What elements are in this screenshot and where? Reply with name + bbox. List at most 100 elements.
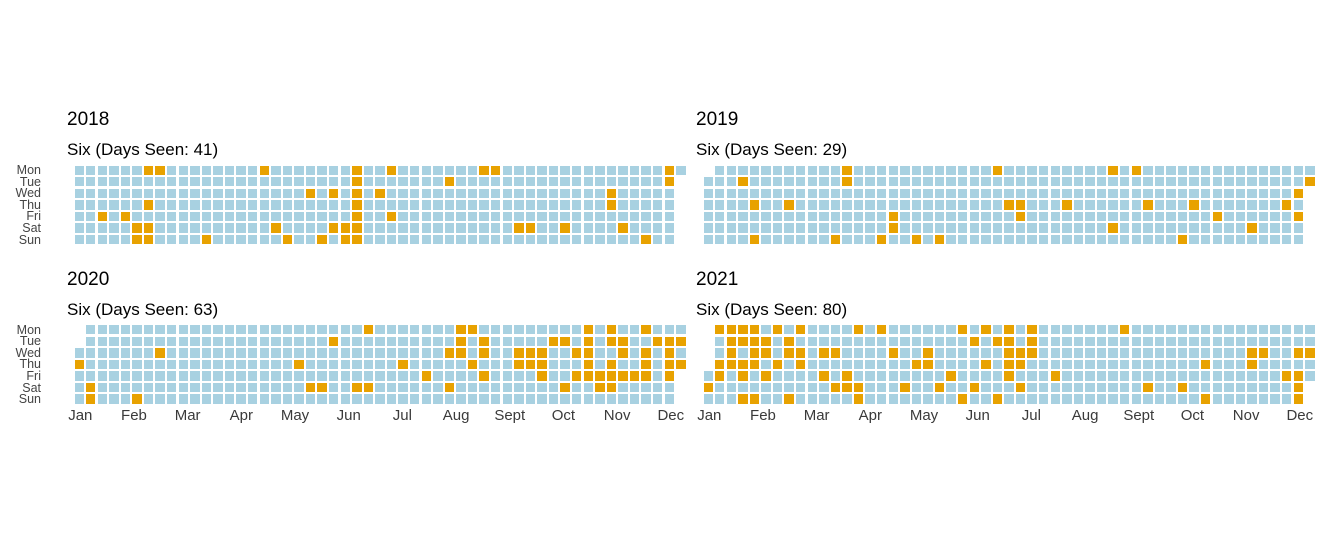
day-cell [1015, 188, 1026, 199]
day-cell [1212, 325, 1222, 335]
day-cell [294, 394, 304, 404]
day-cell [923, 394, 933, 404]
day-cell-seen [1062, 200, 1072, 210]
day-cell [224, 234, 235, 245]
day-cell [946, 211, 956, 222]
day-cell-seen [444, 382, 455, 393]
day-cell [537, 336, 547, 346]
day-cell-seen [1108, 223, 1118, 233]
day-cell [109, 223, 119, 233]
day-cell [1143, 336, 1153, 346]
day-cell [1166, 348, 1176, 358]
day-cell [1050, 223, 1060, 233]
day-cell [981, 200, 991, 210]
day-cell-seen [120, 211, 131, 222]
day-cell [305, 211, 316, 222]
day-cell [1085, 336, 1095, 346]
day-cell [248, 336, 258, 346]
day-cell [398, 336, 408, 346]
day-cell [560, 359, 570, 370]
day-cell-seen [992, 336, 1003, 346]
day-cell-seen [842, 177, 852, 187]
day-cell-seen [1131, 165, 1141, 175]
day-cell [830, 200, 841, 210]
day-cell [329, 371, 339, 381]
day-cell [560, 211, 570, 222]
day-cell [1305, 336, 1315, 346]
day-cell [934, 177, 945, 187]
day-cell [726, 382, 737, 393]
day-cell [317, 325, 327, 335]
day-cell [629, 165, 640, 175]
day-cell-seen [749, 394, 760, 404]
day-cell [548, 177, 559, 187]
day-cell [1258, 177, 1269, 187]
day-cell [772, 200, 783, 210]
day-cell [491, 382, 501, 393]
day-cell [525, 371, 536, 381]
day-cell-seen [317, 234, 327, 245]
day-cell [1027, 177, 1037, 187]
day-cell [1004, 211, 1014, 222]
day-cell [664, 211, 674, 222]
day-cell [1108, 382, 1118, 393]
day-cell [911, 371, 922, 381]
day-cell [1143, 177, 1153, 187]
day-cell [726, 371, 737, 381]
day-cell [1282, 177, 1292, 187]
day-cell [946, 165, 956, 175]
day-cell [305, 234, 316, 245]
day-cell [502, 188, 512, 199]
day-cell [259, 177, 269, 187]
day-cell-seen [749, 325, 760, 335]
day-cell [1270, 188, 1280, 199]
day-cell [911, 382, 922, 393]
day-cell [305, 165, 316, 175]
day-cell [703, 234, 713, 245]
day-cell-seen [282, 234, 293, 245]
day-cell [248, 348, 258, 358]
day-cell-seen [1015, 348, 1026, 358]
day-cell [560, 234, 570, 245]
day-cell [618, 177, 628, 187]
day-cell-seen [726, 359, 737, 370]
day-cell [271, 188, 281, 199]
day-cell [340, 188, 350, 199]
day-cell [1039, 165, 1049, 175]
day-cell [1166, 336, 1176, 346]
day-cell [294, 188, 304, 199]
day-cell [514, 234, 524, 245]
day-cell [167, 394, 177, 404]
day-cell [433, 211, 443, 222]
day-cell [738, 234, 748, 245]
day-cell [1108, 177, 1118, 187]
day-cell [560, 200, 570, 210]
day-cell [1224, 348, 1234, 358]
panel-2018-subtitle: Six (Days Seen: 41) [67, 140, 219, 159]
day-cell [1154, 325, 1165, 335]
day-cell [807, 325, 818, 335]
day-cell [1212, 348, 1222, 358]
day-cell [1120, 394, 1130, 404]
day-cell [1015, 177, 1026, 187]
day-cell [560, 394, 570, 404]
day-cell [934, 188, 945, 199]
day-cell [865, 359, 875, 370]
day-cell [143, 394, 154, 404]
day-cell [537, 382, 547, 393]
day-cell-seen [676, 336, 686, 346]
day-cell [1039, 177, 1049, 187]
day-cell-seen [1027, 336, 1037, 346]
day-cell [807, 359, 818, 370]
day-cell [109, 382, 119, 393]
day-cell [421, 223, 431, 233]
day-cell [514, 165, 524, 175]
day-cell [772, 394, 783, 404]
day-cell [1096, 359, 1107, 370]
day-cell-seen [74, 359, 84, 370]
day-cell-seen [479, 165, 489, 175]
day-cell [259, 371, 269, 381]
day-cell [1050, 348, 1060, 358]
day-cell [900, 348, 910, 358]
day-cell [969, 165, 979, 175]
